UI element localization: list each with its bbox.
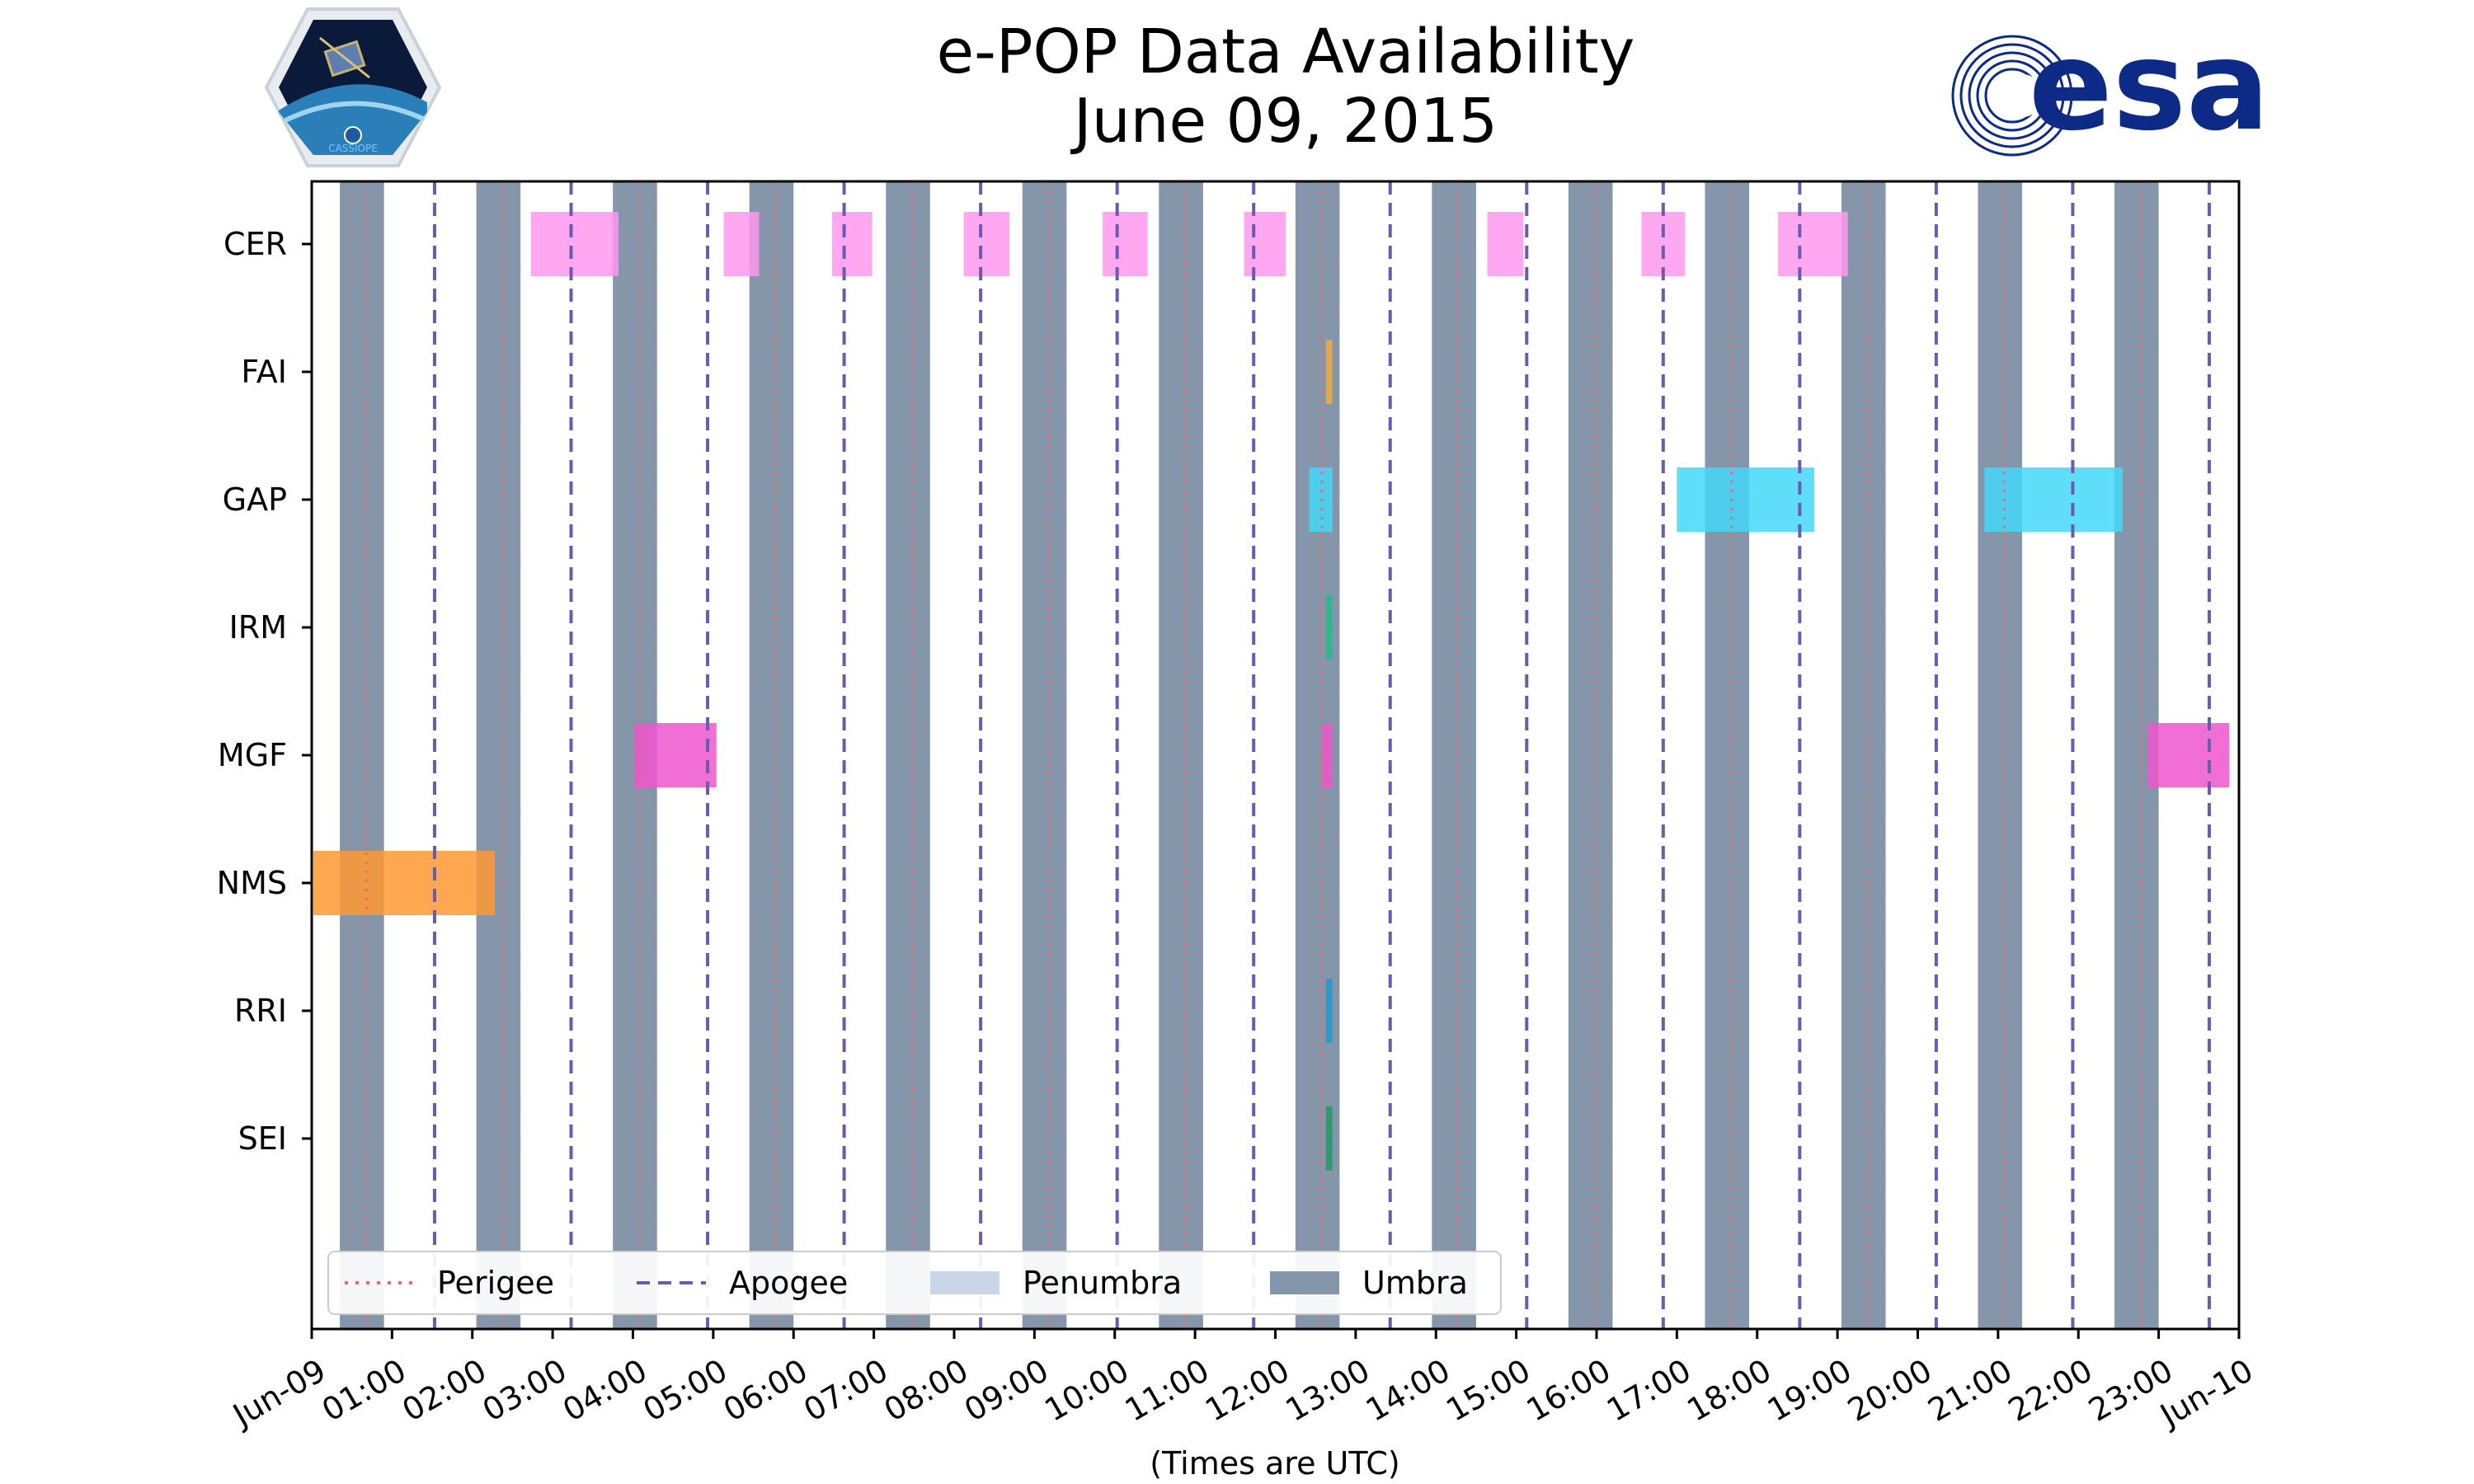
availability-bar-mgf [1321,723,1333,787]
x-tick-label: 14:00 [1360,1352,1456,1429]
x-tick-label: Jun-10 [2153,1352,2260,1435]
x-tick-label: 10:00 [1038,1352,1135,1429]
x-tick-label: 03:00 [477,1352,573,1429]
cassiope-logo-text: CASSIOPE [328,143,378,154]
esa-logo-text: esa [2029,21,2269,158]
availability-bar-cer [1103,212,1148,276]
x-tick-label: 16:00 [1521,1352,1617,1429]
umbra-band [1295,181,1340,1329]
y-tick-label-mgf: MGF [218,737,287,773]
availability-bar-cer [831,212,872,276]
y-tick-label-rri: RRI [234,993,287,1029]
chart-title-line-2: June 09, 2015 [1073,86,1498,157]
x-tick-label: 20:00 [1841,1352,1938,1429]
umbra-band [340,181,384,1329]
availability-bar-cer [1487,212,1524,276]
esa-logo: esa [1951,21,2269,158]
y-tick-label-irm: IRM [229,609,287,646]
legend-label-umbra: Umbra [1362,1265,1468,1301]
plot-background [312,181,2239,1329]
x-tick-label: 13:00 [1280,1352,1376,1429]
x-tick-label: 04:00 [557,1352,653,1429]
x-tick-label: 02:00 [396,1352,492,1429]
availability-bar-rri [1325,979,1333,1043]
umbra-band [1841,181,1886,1329]
x-tick-label: 01:00 [316,1352,412,1429]
x-tick-label: 22:00 [2002,1352,2099,1429]
x-tick-label: 09:00 [958,1352,1055,1429]
x-tick-label: 21:00 [1922,1352,2019,1429]
umbra-band [1705,181,1750,1329]
legend-box [327,1251,1502,1315]
availability-bar-mgf [634,723,717,787]
y-tick-label-gap: GAP [223,481,287,518]
x-tick-label: 17:00 [1601,1352,1697,1429]
y-tick-label-nms: NMS [217,865,287,901]
x-tick-label: 18:00 [1681,1352,1777,1429]
availability-bar-nms [313,851,496,915]
legend-label-perigee: Perigee [437,1265,554,1301]
umbra-band [1159,181,1203,1329]
availability-bar-fai [1325,340,1333,404]
availability-bar-gap [1984,467,2123,532]
x-tick-label: 06:00 [717,1352,814,1429]
availability-bar-cer [723,212,760,276]
umbra-band [1568,181,1613,1329]
umbra-band [1022,181,1067,1329]
y-tick-label-cer: CER [223,226,287,262]
umbra-band [886,181,930,1329]
x-tick-label: 05:00 [637,1352,734,1429]
availability-bar-irm [1325,595,1333,660]
legend-label-apogee: Apogee [729,1265,848,1301]
availability-bar-cer [1641,212,1686,276]
availability-bar-cer [1244,212,1286,276]
x-tick-label: Jun-09 [226,1352,332,1435]
x-axis-label: (Times are UTC) [1150,1445,1399,1482]
y-tick-label-fai: FAI [241,354,287,390]
x-tick-label: 11:00 [1119,1352,1216,1429]
availability-bar-sei [1325,1106,1333,1171]
chart-title-line-1: e-POP Data Availability [936,16,1635,87]
availability-bar-cer [1778,212,1848,276]
legend-swatch-umbra [1270,1271,1339,1294]
x-tick-label: 07:00 [797,1352,894,1429]
availability-bar-gap [1677,467,1814,532]
legend-swatch-penumbra [930,1271,999,1294]
availability-bar-cer [530,212,618,276]
cassiope-logo: CASSIOPE [264,7,442,167]
x-tick-label: 19:00 [1761,1352,1858,1429]
availability-bar-cer [963,212,1010,276]
y-tick-label-sei: SEI [238,1120,287,1157]
legend-label-penumbra: Penumbra [1023,1265,1182,1301]
umbra-band [1432,181,1476,1329]
umbra-band [1978,181,2023,1329]
x-tick-label: 15:00 [1440,1352,1536,1429]
x-tick-label: 08:00 [878,1352,975,1429]
umbra-band [749,181,794,1329]
umbra-band [476,181,521,1329]
x-tick-label: 12:00 [1199,1352,1296,1429]
availability-bar-mgf [2147,723,2230,787]
